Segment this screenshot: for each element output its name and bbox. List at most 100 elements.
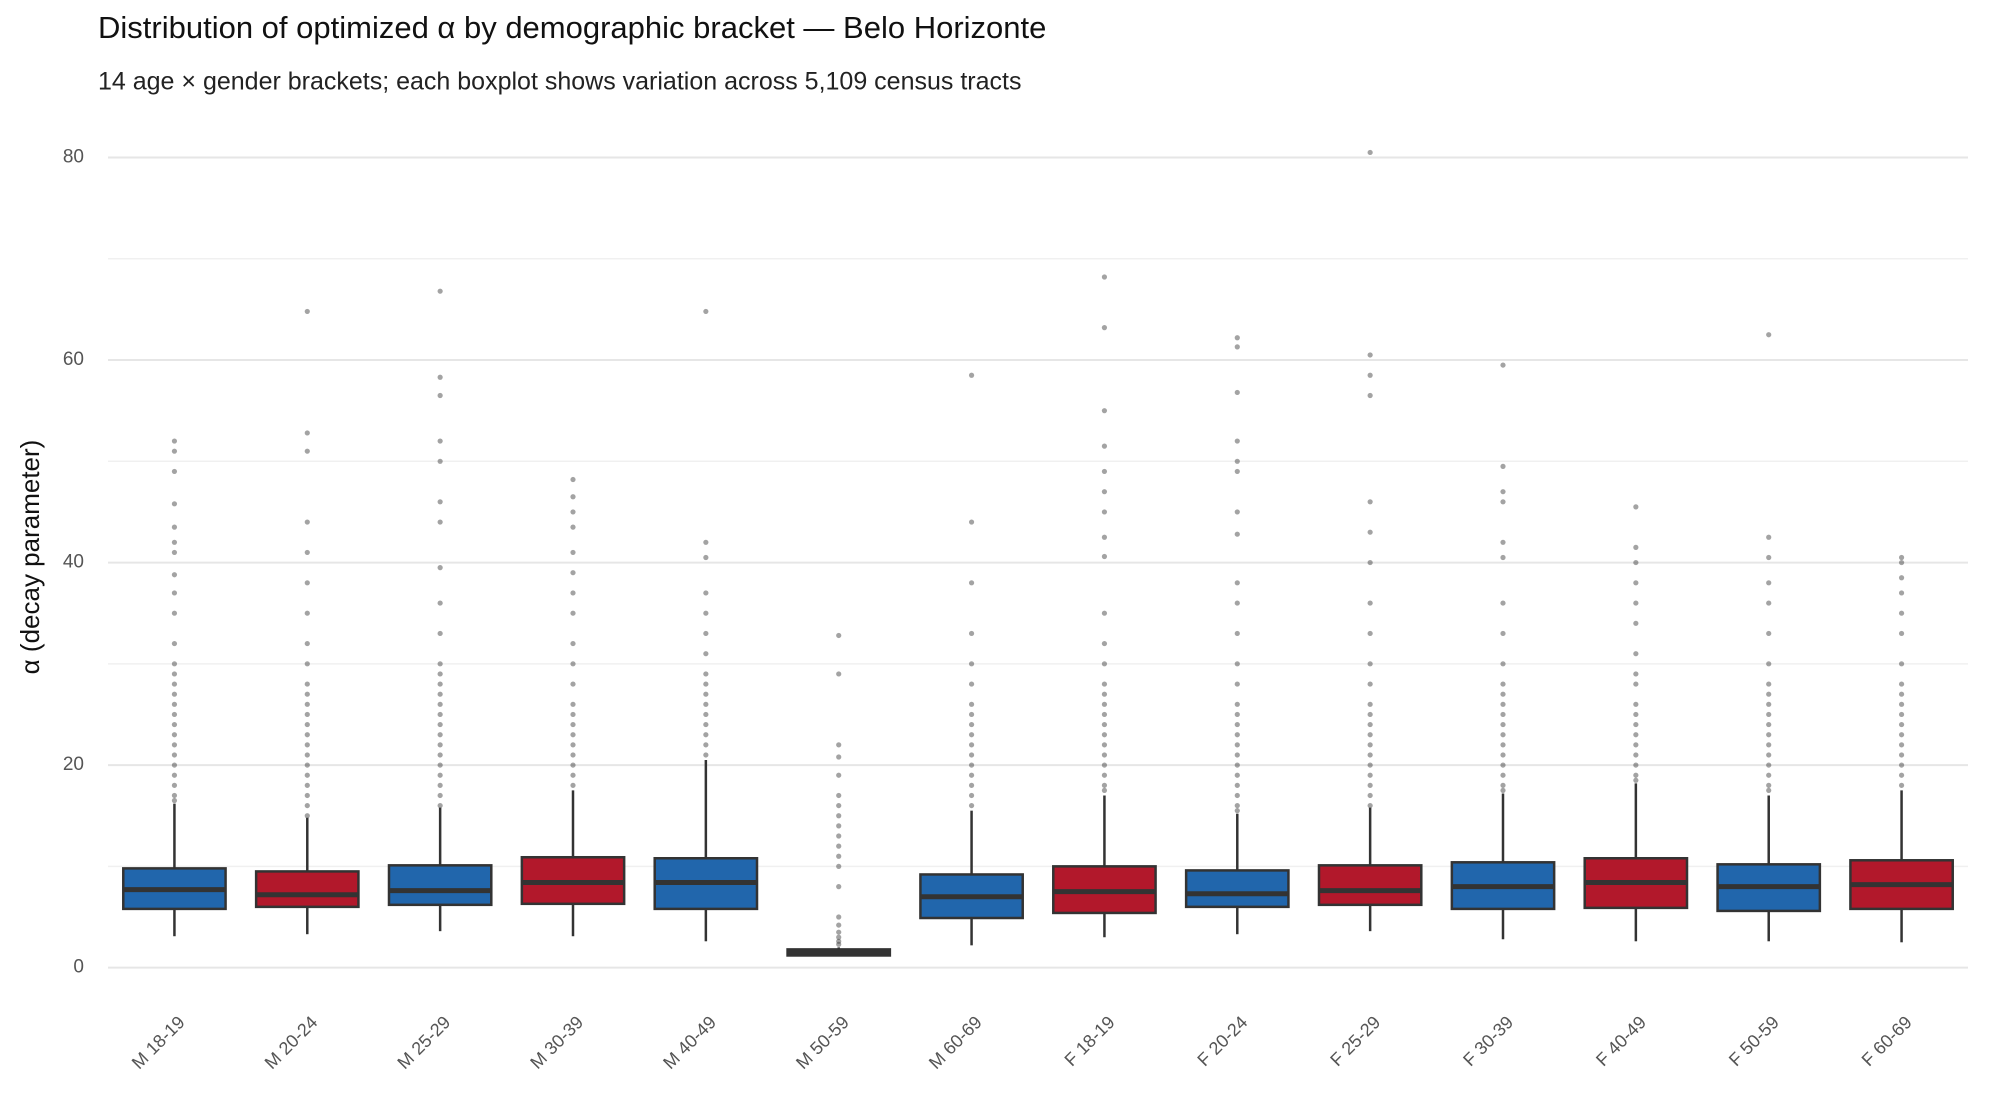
outlier — [304, 782, 310, 788]
x-tick-label: F 60-69 — [1858, 1012, 1916, 1070]
x-tick-label: M 40-49 — [659, 1012, 720, 1073]
outlier — [1766, 554, 1772, 561]
outlier — [570, 476, 576, 483]
outlier — [703, 681, 709, 687]
outlier — [437, 565, 443, 571]
outlier — [437, 374, 443, 380]
outlier — [703, 732, 709, 738]
outlier — [703, 610, 709, 616]
outlier — [1898, 721, 1905, 728]
x-tick-label: M 30-39 — [526, 1012, 587, 1073]
outlier — [1766, 752, 1772, 758]
outlier — [1234, 721, 1240, 728]
outlier — [1234, 661, 1240, 667]
outlier — [1633, 777, 1639, 783]
outlier — [437, 600, 443, 606]
outlier — [836, 929, 842, 935]
box — [254, 870, 360, 909]
outlier — [437, 681, 443, 687]
outlier — [1101, 534, 1108, 540]
outlier — [1101, 691, 1108, 697]
outlier — [1101, 509, 1108, 515]
outlier — [1234, 762, 1240, 768]
outlier — [171, 752, 178, 758]
outlier — [968, 782, 975, 788]
outlier — [570, 590, 576, 596]
outlier — [1766, 691, 1772, 697]
outlier — [836, 833, 842, 839]
outlier — [1101, 553, 1108, 560]
outlier — [1898, 762, 1905, 768]
outlier — [1500, 681, 1506, 687]
outlier — [1234, 458, 1240, 464]
outlier — [304, 681, 310, 687]
outlier — [1898, 681, 1905, 687]
outlier — [1898, 610, 1905, 616]
outlier — [304, 661, 310, 667]
x-tick-label: M 50-59 — [792, 1012, 853, 1073]
outlier — [1500, 732, 1506, 738]
outlier — [171, 691, 178, 697]
outlier — [437, 732, 443, 738]
outlier — [1766, 762, 1772, 768]
outlier — [1367, 701, 1373, 707]
outlier — [836, 863, 842, 869]
outlier — [1367, 752, 1373, 758]
outlier — [1101, 762, 1108, 768]
outlier — [1101, 325, 1108, 331]
outlier — [570, 711, 576, 718]
outlier — [1633, 752, 1639, 758]
outlier — [304, 430, 310, 436]
chart-title: Distribution of optimized α by demograph… — [98, 10, 1046, 45]
outlier — [1500, 463, 1506, 469]
outlier — [836, 742, 842, 748]
outlier — [1367, 149, 1373, 156]
outlier — [1633, 711, 1639, 718]
outlier — [437, 772, 443, 778]
box — [1184, 869, 1290, 909]
outlier — [304, 610, 310, 616]
outlier — [968, 772, 975, 778]
outlier — [968, 742, 975, 748]
outlier — [171, 501, 178, 507]
outlier — [304, 640, 310, 647]
outlier — [570, 721, 576, 728]
outlier — [1234, 792, 1240, 799]
outlier — [1500, 782, 1506, 788]
outlier — [1234, 468, 1240, 475]
outlier — [1101, 772, 1108, 778]
outlier — [836, 813, 842, 819]
outlier — [437, 458, 443, 464]
outlier — [304, 448, 310, 454]
outlier — [1234, 389, 1240, 396]
outlier — [171, 792, 178, 799]
outlier — [836, 671, 842, 677]
outlier — [1367, 762, 1373, 768]
x-tick-label: F 20-24 — [1193, 1012, 1251, 1070]
outlier — [171, 572, 178, 578]
outlier — [570, 742, 576, 748]
outlier — [1766, 600, 1772, 606]
outlier — [1766, 332, 1772, 338]
outlier — [570, 782, 576, 788]
outlier — [1234, 344, 1240, 350]
outlier — [570, 610, 576, 616]
outlier — [1234, 701, 1240, 707]
outlier — [1500, 752, 1506, 758]
outlier — [1234, 732, 1240, 738]
outlier — [703, 539, 709, 545]
outlier — [570, 661, 576, 667]
outlier — [570, 681, 576, 687]
outlier — [703, 752, 709, 758]
outlier — [1234, 802, 1240, 809]
outlier — [968, 372, 975, 378]
outlier — [1367, 802, 1373, 809]
outlier — [1500, 539, 1506, 545]
outlier — [1500, 661, 1506, 667]
outlier — [1101, 489, 1108, 495]
outlier — [1234, 580, 1240, 586]
outlier — [836, 884, 842, 890]
outlier — [1898, 559, 1905, 566]
outlier — [1766, 681, 1772, 687]
outlier — [570, 640, 576, 647]
